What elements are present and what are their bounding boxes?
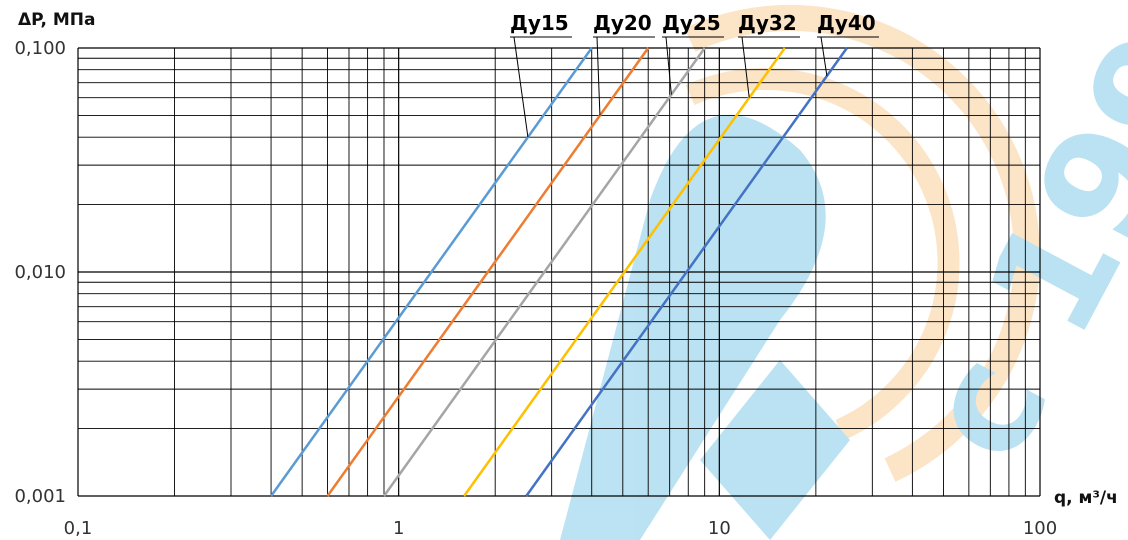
chart-legend: Ду15 Ду20 Ду25 Ду32 Ду40 xyxy=(510,11,879,138)
y-tick-label: 0,001 xyxy=(14,486,66,507)
watermark-shape-diamond xyxy=(700,360,850,540)
watermark-arc-outer xyxy=(684,4,1041,482)
legend-leader-line xyxy=(596,36,601,116)
legend-leader-line xyxy=(665,36,672,95)
legend-label-2: Ду20 xyxy=(593,11,652,35)
x-tick-label: 100 xyxy=(1023,518,1057,539)
x-tick-label: 0,1 xyxy=(64,518,93,539)
legend-leader-line xyxy=(741,36,750,98)
chart-grid xyxy=(77,47,1041,497)
legend-label-4: Ду32 xyxy=(738,11,797,35)
y-axis-title: ΔP, МПа xyxy=(18,10,96,30)
series-line-5 xyxy=(525,47,848,497)
legend-label-1: Ду15 xyxy=(510,11,569,35)
watermark-shape-main xyxy=(560,114,826,540)
chart-ticks: 0,1 1 10 100 0,001 0,010 0,100 xyxy=(14,38,1057,539)
series-line-1 xyxy=(270,47,593,497)
legend-label-5: Ду40 xyxy=(817,11,876,35)
watermark-arc-inner xyxy=(685,67,960,441)
y-tick-label: 0,010 xyxy=(14,262,66,283)
chart-series xyxy=(270,47,848,497)
legend-leader-line xyxy=(513,36,529,138)
x-tick-label: 10 xyxy=(708,518,731,539)
x-tick-label: 1 xyxy=(393,518,404,539)
series-line-4 xyxy=(463,47,786,497)
legend-label-3: Ду25 xyxy=(662,11,721,35)
y-tick-label: 0,100 xyxy=(14,38,66,59)
x-axis-title: q, м³/ч xyxy=(1054,488,1118,508)
series-line-3 xyxy=(382,47,706,497)
series-line-2 xyxy=(326,47,650,497)
legend-leader-line xyxy=(820,36,828,77)
company-watermark: с 1992 xyxy=(560,0,1128,540)
